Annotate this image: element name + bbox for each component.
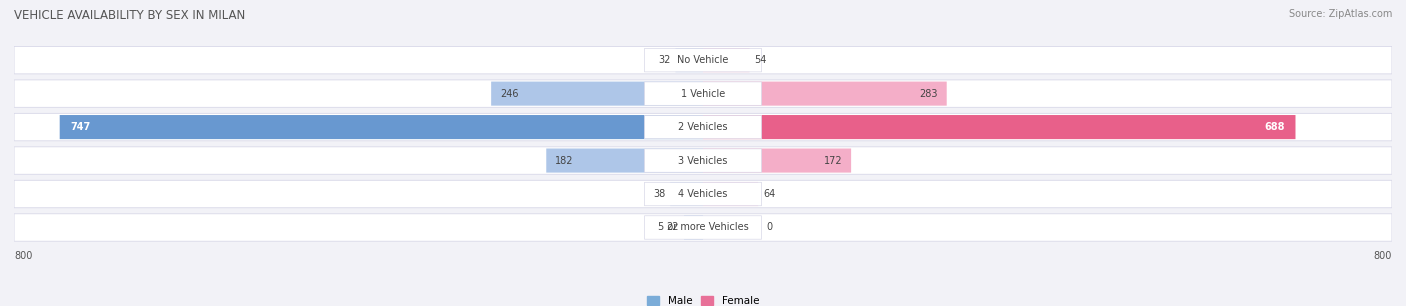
FancyBboxPatch shape <box>644 182 762 206</box>
FancyBboxPatch shape <box>59 115 703 139</box>
FancyBboxPatch shape <box>675 48 703 72</box>
Text: 1 Vehicle: 1 Vehicle <box>681 89 725 99</box>
FancyBboxPatch shape <box>644 48 762 72</box>
Text: 246: 246 <box>499 89 519 99</box>
FancyBboxPatch shape <box>644 82 762 105</box>
FancyBboxPatch shape <box>14 113 1392 141</box>
Legend: Male, Female: Male, Female <box>643 292 763 306</box>
FancyBboxPatch shape <box>644 149 762 172</box>
FancyBboxPatch shape <box>703 82 946 106</box>
FancyBboxPatch shape <box>703 182 758 206</box>
Text: 283: 283 <box>920 89 938 99</box>
Text: 800: 800 <box>14 251 32 261</box>
Text: 800: 800 <box>1374 251 1392 261</box>
Text: 4 Vehicles: 4 Vehicles <box>678 189 728 199</box>
Text: 172: 172 <box>824 155 842 166</box>
FancyBboxPatch shape <box>685 215 703 240</box>
FancyBboxPatch shape <box>644 115 762 139</box>
FancyBboxPatch shape <box>703 48 749 72</box>
Text: 5 or more Vehicles: 5 or more Vehicles <box>658 222 748 233</box>
FancyBboxPatch shape <box>14 214 1392 241</box>
FancyBboxPatch shape <box>14 147 1392 174</box>
Text: No Vehicle: No Vehicle <box>678 55 728 65</box>
Text: 0: 0 <box>766 222 773 233</box>
Text: VEHICLE AVAILABILITY BY SEX IN MILAN: VEHICLE AVAILABILITY BY SEX IN MILAN <box>14 9 245 22</box>
Text: 747: 747 <box>70 122 90 132</box>
FancyBboxPatch shape <box>703 115 1295 139</box>
Text: 64: 64 <box>763 189 776 199</box>
FancyBboxPatch shape <box>14 180 1392 208</box>
FancyBboxPatch shape <box>491 82 703 106</box>
Text: 3 Vehicles: 3 Vehicles <box>678 155 728 166</box>
Text: 2 Vehicles: 2 Vehicles <box>678 122 728 132</box>
Text: 182: 182 <box>555 155 574 166</box>
FancyBboxPatch shape <box>644 216 762 239</box>
FancyBboxPatch shape <box>547 148 703 173</box>
FancyBboxPatch shape <box>14 47 1392 74</box>
FancyBboxPatch shape <box>14 80 1392 107</box>
FancyBboxPatch shape <box>703 148 851 173</box>
Text: 38: 38 <box>652 189 665 199</box>
Text: 22: 22 <box>666 222 679 233</box>
Text: 54: 54 <box>755 55 768 65</box>
FancyBboxPatch shape <box>671 182 703 206</box>
Text: Source: ZipAtlas.com: Source: ZipAtlas.com <box>1288 9 1392 19</box>
Text: 32: 32 <box>658 55 671 65</box>
Text: 688: 688 <box>1264 122 1285 132</box>
